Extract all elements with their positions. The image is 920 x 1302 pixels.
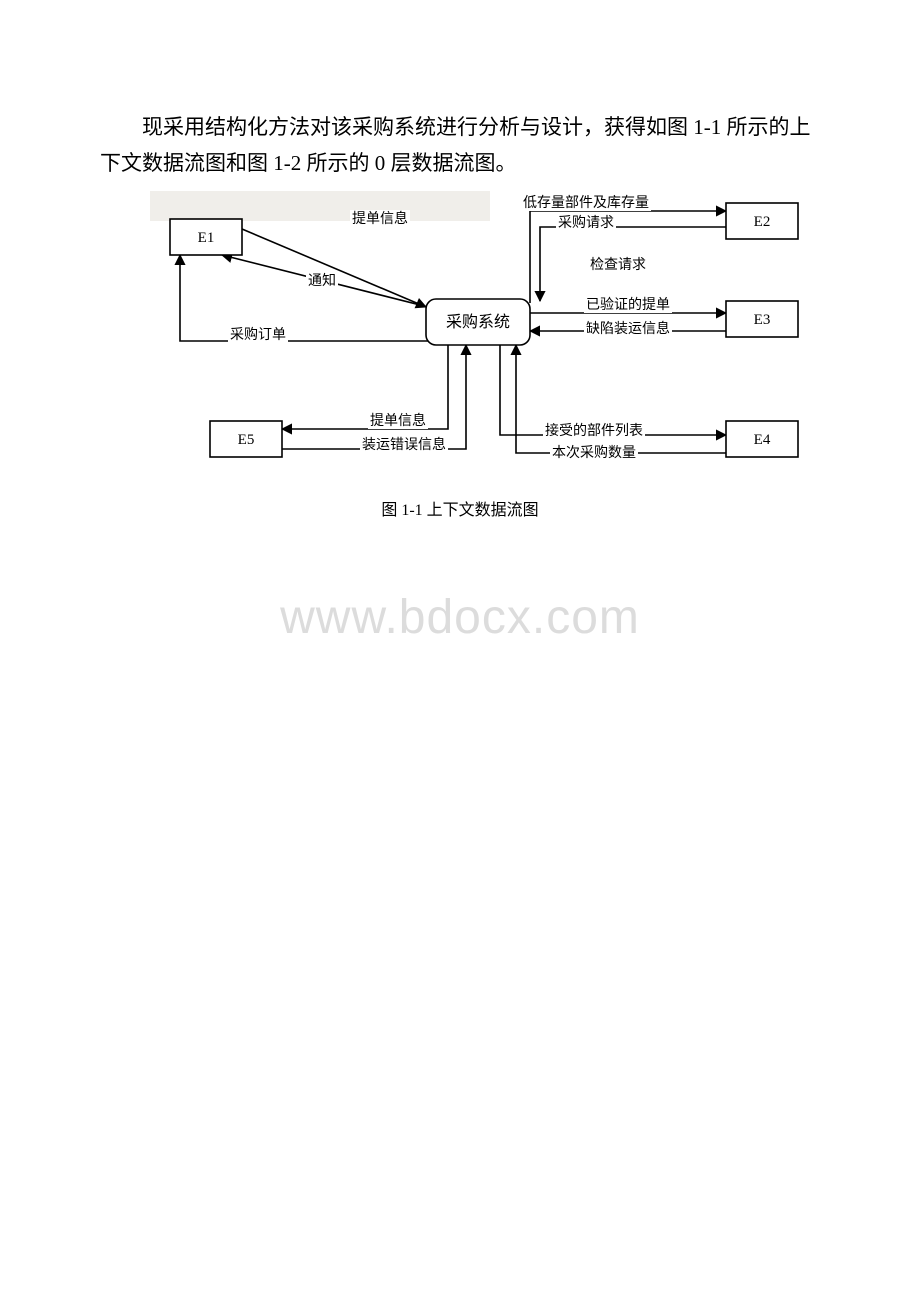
figure-caption: 图 1-1 上下文数据流图: [100, 496, 820, 520]
dfd-svg: 提单信息通知低存量部件及库存量采购请求检查请求已验证的提单缺陷装运信息采购订单提…: [150, 191, 810, 481]
flow-f_accept_list: [500, 345, 726, 435]
flow-f_ship_err: [282, 345, 466, 449]
flow-label-f_tidan_e5: 提单信息: [370, 412, 426, 429]
flow-f_tidan_e1: [242, 229, 426, 307]
entity-label-E3: E3: [754, 312, 771, 328]
document-page: 现采用结构化方法对该采购系统进行分析与设计，获得如图 1-1 所示的上下文数据流…: [0, 0, 920, 685]
context-dfd-diagram: 提单信息通知低存量部件及库存量采购请求检查请求已验证的提单缺陷装运信息采购订单提…: [150, 191, 820, 486]
flow-label-f_verified: 已验证的提单: [586, 297, 670, 313]
flow-label-f_defect: 缺陷装运信息: [586, 320, 670, 337]
process-label: 采购系统: [446, 313, 510, 331]
flow-label-f_ship_err: 装运错误信息: [362, 436, 446, 453]
entity-label-E1: E1: [198, 230, 215, 246]
entity-label-E4: E4: [754, 432, 771, 448]
flow-label-f_tidan_e1: 提单信息: [352, 210, 408, 227]
flow-label-f_qty: 本次采购数量: [552, 445, 636, 461]
flow-label-f_tongzhi: 通知: [308, 272, 336, 289]
body-paragraph: 现采用结构化方法对该采购系统进行分析与设计，获得如图 1-1 所示的上下文数据流…: [100, 110, 820, 181]
flow-label-f_accept_list: 接受的部件列表: [545, 422, 643, 439]
flow-label-f_caigou_ord: 采购订单: [230, 327, 286, 343]
flow-label-f_check_req2: 检查请求: [590, 257, 646, 273]
watermark-text: www.bdocx.com: [100, 590, 820, 645]
flow-label-f_low_stock: 低存量部件及库存量: [523, 195, 649, 211]
flow-label-f_caigou_req: 采购请求: [558, 215, 614, 231]
entity-label-E2: E2: [754, 214, 771, 230]
entity-label-E5: E5: [238, 432, 255, 448]
